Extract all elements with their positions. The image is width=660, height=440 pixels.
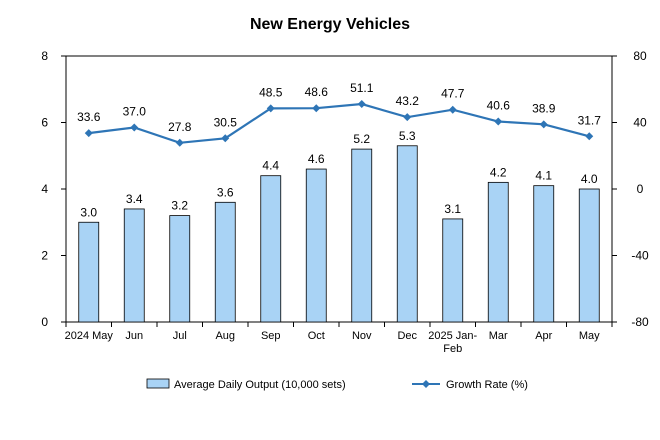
legend-line-label: Growth Rate (%): [446, 379, 528, 391]
x-category-label: Jun: [125, 330, 143, 342]
line-point: [448, 105, 457, 114]
bar: [442, 218, 464, 323]
x-category-label: 2024 May: [65, 330, 114, 342]
bar: [260, 175, 282, 323]
line-point: [403, 113, 412, 122]
line-point: [175, 138, 184, 147]
bar-value-label: 3.1: [444, 202, 461, 216]
x-category-label: Oct: [308, 330, 325, 342]
bar-series: [78, 145, 600, 323]
x-category-label: Apr: [535, 330, 552, 342]
bar: [214, 201, 236, 323]
line-value-label: 37.0: [123, 104, 147, 118]
line-value-label: 48.6: [305, 85, 329, 99]
bar: [123, 208, 145, 323]
bar-value-label: 5.3: [399, 129, 416, 143]
y-right-tick-label: 0: [637, 182, 644, 196]
y-left-tick-label: 4: [41, 182, 48, 196]
bar-value-label: 4.6: [308, 152, 325, 166]
line-series: [84, 100, 594, 147]
line-point: [585, 132, 594, 141]
bar: [396, 145, 418, 323]
line-value-label: 48.5: [259, 85, 283, 99]
legend-line-marker: [422, 380, 430, 388]
line-point: [266, 104, 275, 113]
bar-value-label: 3.4: [126, 192, 143, 206]
line-value-label: 30.5: [214, 115, 238, 129]
y-right-tick-label: -80: [631, 315, 649, 329]
bar-value-label: 4.4: [262, 159, 279, 173]
legend: Average Daily Output (10,000 sets) Growt…: [146, 378, 528, 391]
line-point: [539, 120, 548, 129]
x-category-label: Aug: [215, 330, 235, 342]
bar-value-label: 3.0: [80, 205, 97, 219]
x-category-label: Jul: [173, 330, 187, 342]
x-category-label: May: [579, 330, 600, 342]
y-left-tick-label: 8: [41, 49, 48, 63]
x-category-label: Nov: [352, 330, 372, 342]
line-value-label: 33.6: [77, 110, 101, 124]
y-left-tick-label: 0: [41, 315, 48, 329]
line-point: [357, 100, 366, 109]
line-value-label: 43.2: [396, 94, 420, 108]
line-value-label: 31.7: [578, 113, 602, 127]
legend-bar-swatch: [146, 378, 170, 389]
y-right-tick-label: 40: [633, 116, 647, 130]
x-category-label: Sep: [261, 330, 281, 342]
line-value-label: 47.7: [441, 87, 465, 101]
line-value-label: 51.1: [350, 81, 374, 95]
bar-value-label: 3.2: [171, 199, 188, 213]
line-value-labels: 33.6 37.0 27.8 30.5 48.5 48.6 51.1 43.2 47.7 40.6…: [77, 81, 601, 134]
y-left-tick-label: 2: [41, 249, 48, 263]
category-labels: 2024 May Jun Jul Aug Sep Oct Nov Dec 2025 Jan-Fe…: [65, 330, 601, 355]
bar-value-label: 5.2: [353, 132, 370, 146]
y-right-tick-label: 80: [633, 49, 647, 63]
line-point: [312, 104, 321, 113]
bar-value-label: 4.2: [490, 165, 507, 179]
y-right-tick-label: -40: [631, 249, 649, 263]
bar: [169, 215, 191, 323]
x-category-label: 2025 Jan-: [428, 330, 477, 342]
bar-value-label: 4.0: [581, 172, 598, 186]
x-category-label: Feb: [443, 343, 462, 355]
growth-line: [88, 102, 590, 144]
bar: [487, 181, 509, 323]
bar: [78, 221, 100, 323]
line-value-label: 40.6: [487, 99, 511, 113]
bar-value-label: 4.1: [535, 169, 552, 183]
bar-value-label: 3.6: [217, 185, 234, 199]
line-value-label: 27.8: [168, 120, 192, 134]
bar: [305, 168, 327, 323]
x-category-label: Mar: [489, 330, 508, 342]
line-point: [84, 129, 93, 138]
y-left-tick-label: 6: [41, 116, 48, 130]
line-point: [494, 117, 503, 126]
chart-title: New Energy Vehicles: [250, 16, 410, 33]
axes: 0 2 4 6 8 -80 -40 0 40 80: [41, 49, 649, 329]
legend-bar-label: Average Daily Output (10,000 sets): [174, 379, 346, 391]
bar: [533, 185, 555, 323]
plot-frame: [65, 55, 613, 323]
line-point: [130, 123, 139, 132]
line-point: [221, 134, 230, 143]
line-value-label: 38.9: [532, 101, 556, 115]
bar-value-labels: 3.0 3.4 3.2 3.6 4.4 4.6 5.2 5.3 3.1 4.2 4.1 4.0: [80, 129, 598, 219]
bar: [351, 148, 373, 323]
x-category-label: Dec: [397, 330, 417, 342]
bar: [578, 188, 600, 323]
